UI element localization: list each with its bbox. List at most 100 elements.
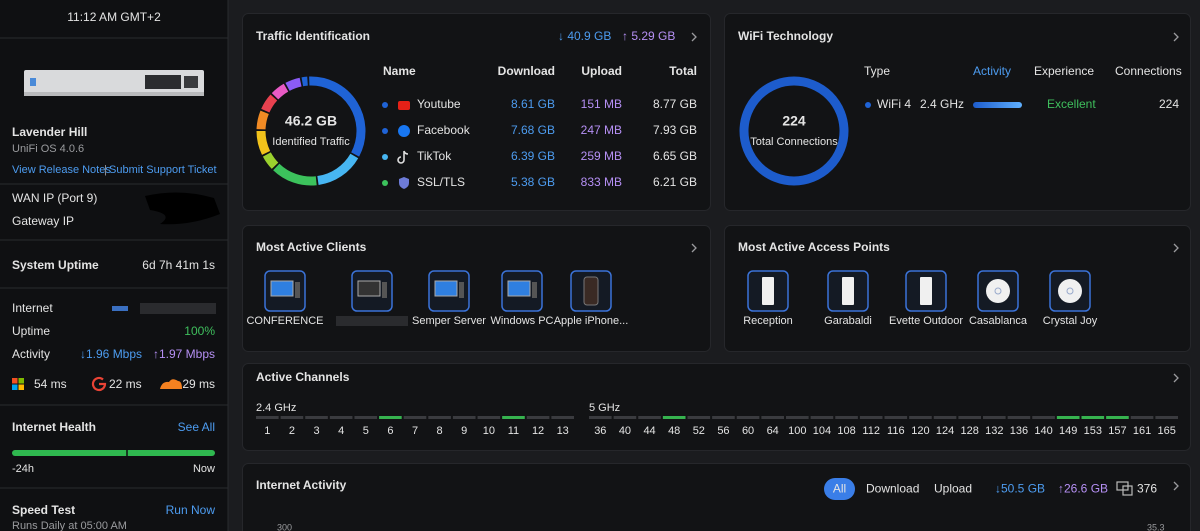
donut-segment	[285, 77, 302, 91]
release-notes-link[interactable]: View Release Notes	[12, 164, 111, 176]
microsoft-latency: 54 ms	[34, 377, 67, 391]
channel-segment	[1032, 416, 1055, 419]
screen	[434, 280, 458, 297]
run-now-link[interactable]: Run Now	[166, 503, 216, 517]
channel-segment	[1155, 416, 1178, 419]
column-header: Upload	[581, 64, 622, 78]
cloudflare-latency: 29 ms	[182, 377, 215, 391]
traffic-value: 259 MB	[581, 149, 622, 163]
row-dot	[382, 128, 388, 134]
client-label: Semper Server	[412, 315, 486, 327]
client-label: CONFERENCE	[246, 315, 323, 327]
chevron[interactable]	[1173, 243, 1179, 253]
chevron[interactable]	[691, 32, 697, 42]
card-title: Most Active Access Points	[738, 240, 890, 254]
chevron[interactable]	[1173, 32, 1179, 42]
row-dot	[382, 180, 388, 186]
access-point-label: Casablanca	[969, 315, 1028, 327]
traffic-value: 8.77 GB	[653, 97, 697, 111]
filter-upload[interactable]: Upload	[934, 482, 972, 496]
chevron[interactable]	[691, 243, 697, 253]
access-point-label: Garabaldi	[824, 315, 872, 327]
filter-active[interactable]	[824, 478, 855, 500]
access-point-icon[interactable]	[1049, 270, 1091, 312]
channel-label: 5	[363, 425, 369, 437]
channel-segment	[859, 416, 883, 419]
device-image	[24, 70, 204, 96]
ap-led	[1066, 287, 1074, 295]
channel-segment	[712, 416, 735, 419]
upload-rate: ↑1.97 Mbps	[153, 347, 215, 361]
channel-label: 56	[717, 425, 729, 437]
chevron[interactable]	[1173, 373, 1179, 383]
channel-label: 6	[387, 425, 393, 437]
access-point-icon[interactable]	[747, 270, 789, 312]
app-name: TikTok	[417, 149, 452, 163]
see-all-link[interactable]: See All	[178, 420, 215, 434]
app-name: Facebook	[417, 123, 471, 137]
channel-label: 12	[532, 425, 544, 437]
donut-segment	[301, 76, 308, 87]
row-dot	[382, 154, 388, 160]
ap-body	[986, 279, 1010, 303]
wifi-type: WiFi 4	[877, 97, 911, 111]
speed-test-title: Speed Test	[12, 503, 75, 517]
channel-segment	[786, 416, 809, 419]
channel-label: 48	[668, 425, 680, 437]
traffic-value: 151 MB	[581, 97, 622, 111]
os-version: UniFi OS 4.0.6	[12, 143, 84, 155]
channel-label: 40	[619, 425, 631, 437]
filter-all[interactable]: All	[833, 482, 846, 496]
channel-segment	[761, 416, 784, 419]
channel-segment	[477, 416, 501, 419]
activity-upload: ↑26.6 GB	[1058, 482, 1108, 496]
support-ticket-link[interactable]: Submit Support Ticket	[109, 164, 217, 176]
channel-segment	[662, 416, 686, 419]
traffic-value: 5.38 GB	[511, 175, 555, 189]
access-point-icon[interactable]	[905, 270, 947, 312]
traffic-value: 247 MB	[581, 123, 622, 137]
channel-segment	[428, 416, 451, 419]
channel-segment	[613, 416, 637, 419]
client-icon[interactable]	[351, 270, 393, 312]
wifi-connections: 224	[1159, 97, 1179, 111]
channel-segment	[933, 416, 957, 419]
access-points-card[interactable]	[724, 225, 1191, 352]
traffic-value: 833 MB	[581, 175, 622, 189]
clock: 11:12 AM GMT+2	[67, 10, 161, 24]
access-point-label: Crystal Joy	[1043, 315, 1098, 327]
column-header: Total	[669, 64, 697, 78]
channel-segment	[1130, 416, 1154, 419]
traffic-value: 8.61 GB	[511, 97, 555, 111]
client-icon[interactable]	[264, 270, 306, 312]
health-bar	[12, 450, 215, 456]
client-icon[interactable]	[428, 270, 470, 312]
health-start: -24h	[12, 463, 34, 475]
access-point-icon[interactable]	[827, 270, 869, 312]
channel-segment	[638, 416, 661, 419]
column-header: Experience	[1034, 64, 1094, 78]
access-point-icon[interactable]	[977, 270, 1019, 312]
channel-label: 136	[1010, 425, 1028, 437]
card-title: WiFi Technology	[738, 29, 833, 43]
screen	[270, 280, 294, 297]
card-title: Traffic Identification	[256, 29, 370, 43]
card-title: Internet Activity	[256, 478, 347, 492]
channel-segment	[589, 416, 612, 419]
column-header[interactable]: Activity	[973, 64, 1011, 78]
internet-label: Internet	[12, 301, 53, 315]
screen	[357, 280, 381, 297]
channel-label: 10	[483, 425, 495, 437]
channel-segment	[379, 416, 402, 419]
client-icon[interactable]	[570, 270, 612, 312]
client-icon[interactable]	[501, 270, 543, 312]
channel-label: 140	[1034, 425, 1052, 437]
chevron[interactable]	[1173, 481, 1179, 491]
filter-download[interactable]: Download	[866, 482, 919, 496]
tower	[295, 282, 300, 298]
channel-label: 3	[313, 425, 319, 437]
channel-segment	[526, 416, 550, 419]
channel-label: 13	[557, 425, 569, 437]
